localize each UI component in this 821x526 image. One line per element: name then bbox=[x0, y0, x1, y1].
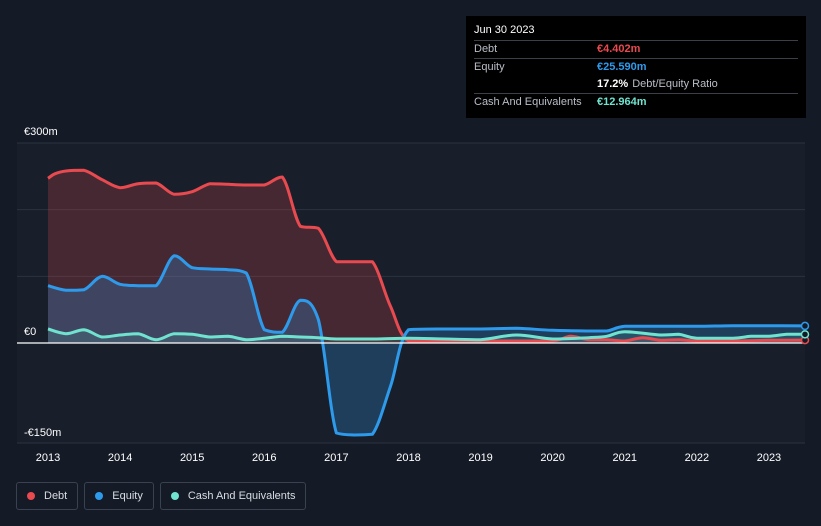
tooltip-ratio-label: Debt/Equity Ratio bbox=[632, 78, 718, 90]
legend-label: Debt bbox=[44, 490, 68, 502]
data-tooltip: Jun 30 2023 Debt €4.402m Equity €25.590m… bbox=[466, 16, 806, 118]
x-tick-label: 2019 bbox=[468, 452, 492, 464]
tooltip-label: Cash And Equivalents bbox=[474, 96, 582, 108]
tooltip-date: Jun 30 2023 bbox=[474, 24, 535, 36]
x-tick-label: 2021 bbox=[613, 452, 637, 464]
legend: Debt Equity Cash And Equivalents bbox=[16, 482, 312, 510]
x-tick-label: 2015 bbox=[180, 452, 204, 464]
x-tick-label: 2017 bbox=[324, 452, 348, 464]
legend-label: Equity bbox=[112, 490, 143, 502]
tooltip-value: 17.2% bbox=[597, 78, 629, 90]
tooltip-label: Equity bbox=[474, 61, 505, 73]
tooltip-value: €25.590m bbox=[597, 61, 647, 73]
y-tick-label: €300m bbox=[24, 126, 58, 138]
series-lines bbox=[17, 168, 806, 437]
legend-dot-icon bbox=[27, 492, 35, 500]
tooltip-row-ratio: 17.2% Debt/Equity Ratio bbox=[474, 76, 798, 93]
series-end-markers bbox=[800, 321, 810, 345]
equity-end-point bbox=[800, 321, 810, 331]
tooltip-row-cash: Cash And Equivalents €12.964m bbox=[474, 93, 798, 111]
tooltip-label: Debt bbox=[474, 43, 498, 55]
tooltip-value: €4.402m bbox=[597, 43, 641, 55]
legend-dot-icon bbox=[95, 492, 104, 500]
x-tick-label: 2023 bbox=[757, 452, 781, 464]
x-tick-label: 2022 bbox=[685, 452, 709, 464]
x-tick-label: 2018 bbox=[396, 452, 420, 464]
x-tick-label: 2016 bbox=[252, 452, 276, 464]
legend-item-equity[interactable]: Equity bbox=[84, 482, 154, 510]
plot-background bbox=[17, 143, 805, 443]
x-tick-label: 2020 bbox=[540, 452, 564, 464]
x-tick-label: 2013 bbox=[36, 452, 60, 464]
legend-item-cash[interactable]: Cash And Equivalents bbox=[159, 482, 307, 510]
y-tick-label: -€150m bbox=[24, 427, 61, 439]
tooltip-row-equity: Equity €25.590m bbox=[474, 58, 798, 76]
tooltip-row-debt: Debt €4.402m bbox=[474, 40, 798, 58]
equity-line bbox=[47, 254, 806, 437]
equity-area bbox=[48, 255, 805, 435]
debt-area bbox=[48, 170, 805, 343]
cash-and-equivalents-line bbox=[47, 327, 805, 342]
legend-item-debt[interactable]: Debt bbox=[16, 482, 79, 510]
x-tick-label: 2014 bbox=[108, 452, 132, 464]
debt-line bbox=[47, 168, 806, 343]
axis-labels: €300m €0 -€150m 2013 2014 2015 2016 2017 2018 201… bbox=[24, 126, 781, 464]
tooltip-label bbox=[474, 76, 597, 93]
legend-label: Cash And Equivalents bbox=[187, 490, 296, 502]
tooltip-value: €12.964m bbox=[597, 96, 647, 108]
legend-dot-icon bbox=[170, 492, 179, 500]
cash-and-equivalents-end-point bbox=[800, 330, 810, 339]
grid bbox=[17, 142, 805, 444]
y-tick-label: €0 bbox=[24, 326, 36, 338]
